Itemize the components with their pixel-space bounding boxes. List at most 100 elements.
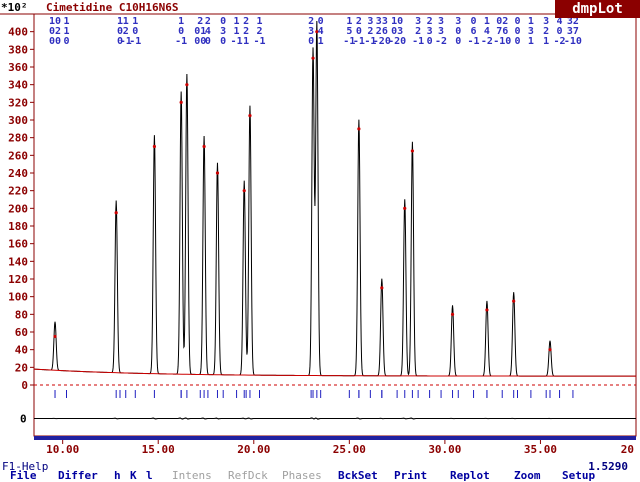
hkl-label: 300: [455, 16, 461, 47]
difference-curve: [34, 417, 636, 420]
hkl-line: 0: [220, 16, 226, 27]
peak-marker: [202, 144, 206, 149]
peak-marker: [485, 308, 489, 312]
hkl-line: 3: [308, 26, 314, 37]
peak-marker: [548, 348, 552, 352]
menu-k[interactable]: K: [130, 469, 137, 482]
menu-bckset[interactable]: BckSet: [338, 469, 378, 482]
hkl-label: 000: [514, 16, 520, 47]
hkl-line: 0: [514, 16, 520, 27]
hkl-line: 0: [220, 36, 226, 47]
y-tick-label: 300: [8, 114, 28, 127]
hkl-line: 0: [514, 26, 520, 37]
hkl-line: 1: [132, 16, 138, 27]
peak-marker: [512, 299, 516, 303]
hkl-label: 15-1: [343, 16, 355, 47]
peak-marker: [152, 144, 156, 149]
pattern-title: Cimetidine C10H16N6S: [46, 1, 179, 14]
y-tick-label: 360: [8, 61, 28, 74]
hkl-line: 4: [205, 26, 211, 37]
hkl-label: 240: [205, 16, 211, 47]
y-tick-label: 0: [21, 379, 28, 392]
menu-file[interactable]: File: [10, 469, 37, 482]
hkl-line: 1: [528, 16, 534, 27]
y-tick-label: 60: [15, 326, 28, 339]
hkl-label: 32-1: [364, 16, 376, 47]
peak-marker: [311, 56, 315, 60]
y-tick-label: 280: [8, 132, 28, 145]
menu-refdck[interactable]: RefDck: [228, 469, 268, 482]
x-tick-label: 15.00: [142, 443, 175, 456]
status-bar: [0, 458, 640, 480]
peak-marker: [185, 83, 189, 87]
hkl-line: 03: [391, 26, 403, 37]
menu-h[interactable]: h: [114, 469, 121, 482]
menu-print[interactable]: Print: [394, 469, 428, 482]
hkl-line: 2: [205, 16, 211, 27]
peak-marker: [380, 286, 384, 290]
hkl-line: 1: [528, 36, 534, 47]
menu-replot[interactable]: Replot: [450, 469, 490, 482]
hkl-line: 0: [117, 26, 123, 37]
hkl-line: 2: [367, 26, 373, 37]
y-tick-label: 160: [8, 238, 28, 251]
hkl-line: 1: [484, 16, 490, 27]
hkl-line: -1: [120, 36, 132, 47]
hkl-line: 10: [391, 16, 403, 27]
y-tick-label: 260: [8, 149, 28, 162]
hkl-line: 0: [514, 36, 520, 47]
hkl-line: -1: [468, 36, 480, 47]
hkl-line: 1: [178, 16, 184, 27]
hkl-line: 2: [543, 26, 549, 37]
y-tick-label: 140: [8, 255, 28, 268]
hkl-line: 4: [557, 16, 563, 27]
menu-zoom[interactable]: Zoom: [514, 469, 541, 482]
hkl-label: 230: [308, 16, 314, 47]
peak-marker: [450, 312, 455, 316]
y-tick-label: 200: [8, 202, 28, 215]
hkl-label: 32-1: [412, 16, 424, 47]
y-tick-label: 120: [8, 273, 28, 286]
hkl-line: 3: [455, 16, 461, 27]
observed-pattern: [33, 20, 636, 377]
hkl-line: -1: [364, 36, 376, 47]
help-hint: F1-Help: [2, 460, 49, 473]
x-tick-label: 35.00: [524, 443, 557, 456]
hkl-label: 10-1: [175, 16, 187, 47]
hkl-line: 3: [415, 16, 421, 27]
x-tick-label: 20.00: [237, 443, 270, 456]
menu-differ[interactable]: Differ: [58, 469, 98, 482]
hkl-line: 2: [356, 16, 362, 27]
hkl-line: -2: [435, 36, 447, 47]
peak-marker: [410, 149, 414, 153]
menu-intens[interactable]: Intens: [172, 469, 212, 482]
peak-marker: [215, 171, 220, 175]
hkl-label: 041: [318, 16, 324, 47]
hkl-line: 3: [528, 26, 534, 37]
hkl-line: 1: [243, 36, 249, 47]
menu-l[interactable]: l: [146, 469, 153, 482]
hkl-label: 131: [528, 16, 534, 47]
menu-phases[interactable]: Phases: [282, 469, 322, 482]
hkl-line: -1: [231, 36, 243, 47]
hkl-line: 1: [256, 16, 262, 27]
peak-marker: [53, 334, 57, 339]
hkl-line: 2: [243, 26, 249, 37]
menu-setup[interactable]: Setup: [562, 469, 596, 482]
y-tick-label: 240: [8, 167, 28, 180]
y-tick-label: 180: [8, 220, 28, 233]
hkl-line: 5: [346, 26, 352, 37]
hkl-line: 37: [567, 26, 579, 37]
hkl-line: 4: [484, 26, 490, 37]
hkl-line: 3: [427, 26, 433, 37]
hkl-line: 0: [205, 36, 211, 47]
hkl-label: 10-1: [129, 16, 141, 47]
hkl-line: 01: [194, 26, 206, 37]
hkl-line: 10: [49, 16, 61, 27]
hkl-label: 030: [220, 16, 226, 47]
x-tick-label: 20: [621, 443, 634, 456]
hkl-label: 14-2: [481, 16, 493, 47]
hkl-line: 0: [471, 16, 477, 27]
